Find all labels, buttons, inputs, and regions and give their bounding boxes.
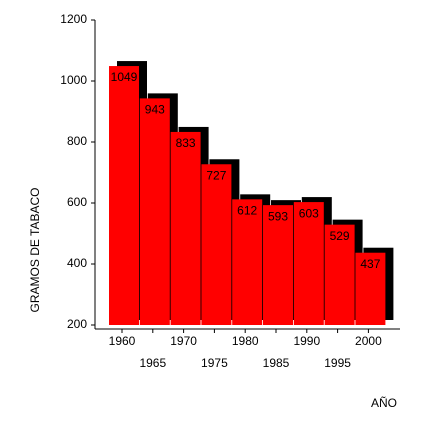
y-tick-label: 800 — [67, 134, 87, 148]
x-tick-label: 1990 — [293, 334, 320, 348]
bar — [324, 224, 355, 325]
value-label: 603 — [299, 206, 319, 220]
value-label: 529 — [330, 229, 350, 243]
y-tick-label: 1200 — [60, 12, 87, 26]
value-label: 833 — [176, 136, 196, 150]
x-tick-label: 2000 — [355, 334, 382, 348]
bar — [293, 202, 324, 325]
bar — [232, 199, 263, 325]
y-tick-label: 1000 — [60, 73, 87, 87]
x-axis-label: AÑO — [371, 396, 397, 410]
bar — [109, 66, 139, 326]
x-tick-label: 1960 — [109, 334, 136, 348]
bar — [201, 164, 232, 325]
x-tick-label: 1995 — [324, 356, 351, 370]
x-tick-label: 1975 — [201, 356, 228, 370]
value-label: 593 — [268, 209, 288, 223]
x-tick-label: 1970 — [170, 334, 197, 348]
bar — [139, 98, 170, 325]
y-axis-label: GRAMOS DE TABACO — [28, 188, 42, 313]
bar — [170, 131, 201, 325]
x-tick-label: 1980 — [232, 334, 259, 348]
y-tick-label: 200 — [67, 317, 87, 331]
value-label: 943 — [145, 103, 165, 117]
x-tick-label: 1985 — [263, 356, 290, 370]
y-tick-label: 600 — [67, 195, 87, 209]
value-label: 727 — [206, 168, 226, 182]
bar — [355, 252, 386, 325]
value-label: 437 — [360, 257, 380, 271]
value-label: 1049 — [111, 70, 138, 84]
y-tick-label: 400 — [67, 256, 87, 270]
bar — [263, 205, 293, 325]
value-label: 612 — [237, 204, 257, 218]
x-tick-label: 1965 — [139, 356, 166, 370]
